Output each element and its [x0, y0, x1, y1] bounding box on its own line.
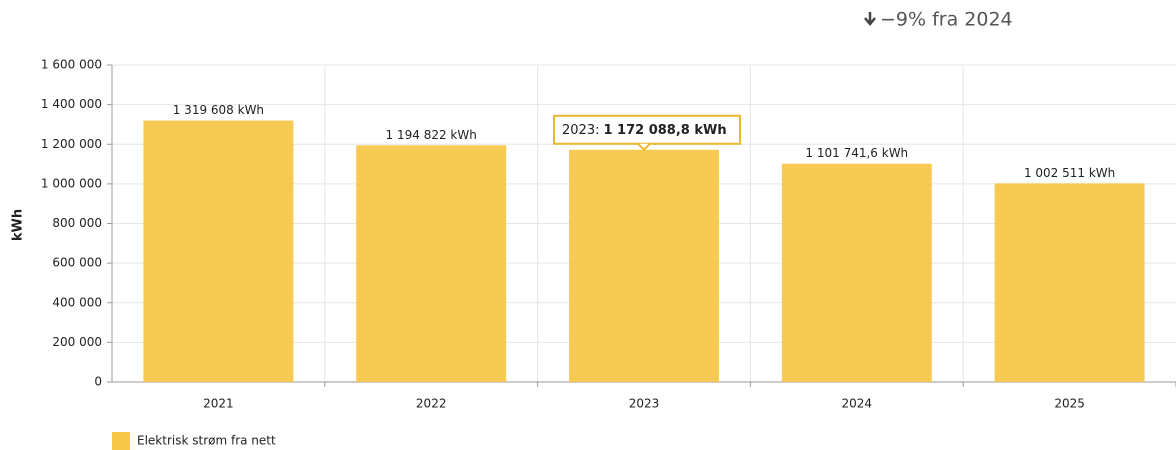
- tooltip-value: 1 172 088,8 kWh: [603, 122, 726, 137]
- tooltip: 2023: 1 172 088,8 kWh: [553, 114, 741, 152]
- legend-swatch: [112, 432, 130, 450]
- x-tick-label: 2022: [416, 397, 447, 411]
- bars: [143, 120, 1145, 382]
- bar: [994, 183, 1145, 382]
- data-label: 1 319 608 kWh: [173, 103, 264, 117]
- y-axis-label: kWh: [11, 209, 26, 241]
- y-tick-label: 1 400 000: [41, 97, 102, 111]
- tooltip-pointer: [637, 143, 651, 152]
- bar: [356, 145, 507, 382]
- y-tick-label: 1 000 000: [41, 176, 102, 190]
- down-arrow-icon: [864, 12, 876, 26]
- data-label: 1 002 511 kWh: [1024, 166, 1115, 180]
- bar: [569, 149, 719, 382]
- tooltip-box: [553, 114, 741, 145]
- bar: [143, 120, 294, 382]
- y-tick-label: 200 000: [52, 335, 102, 349]
- annotation: −9% fra 2024: [880, 9, 1013, 31]
- y-tick-label: 800 000: [52, 216, 102, 230]
- y-tick-label: 400 000: [52, 295, 102, 309]
- x-tick-label: 2023: [629, 397, 660, 411]
- y-tick-label: 600 000: [52, 256, 102, 270]
- x-tick-label: 2025: [1054, 397, 1085, 411]
- x-tick-label: 2021: [203, 397, 234, 411]
- y-tick-label: 1 200 000: [41, 137, 102, 151]
- tooltip-category: 2023:: [562, 122, 599, 137]
- tooltip-text: 2023: 1 172 088,8 kWh: [562, 122, 727, 137]
- legend-label: Elektrisk strøm fra nett: [137, 434, 276, 448]
- y-tick-label: 1 600 000: [41, 58, 102, 72]
- data-label: 1 101 741,6 kWh: [805, 146, 908, 160]
- y-tick-label: 0: [94, 375, 102, 389]
- bar: [781, 163, 932, 382]
- x-tick-label: 2024: [842, 397, 873, 411]
- data-label: 1 194 822 kWh: [386, 128, 477, 142]
